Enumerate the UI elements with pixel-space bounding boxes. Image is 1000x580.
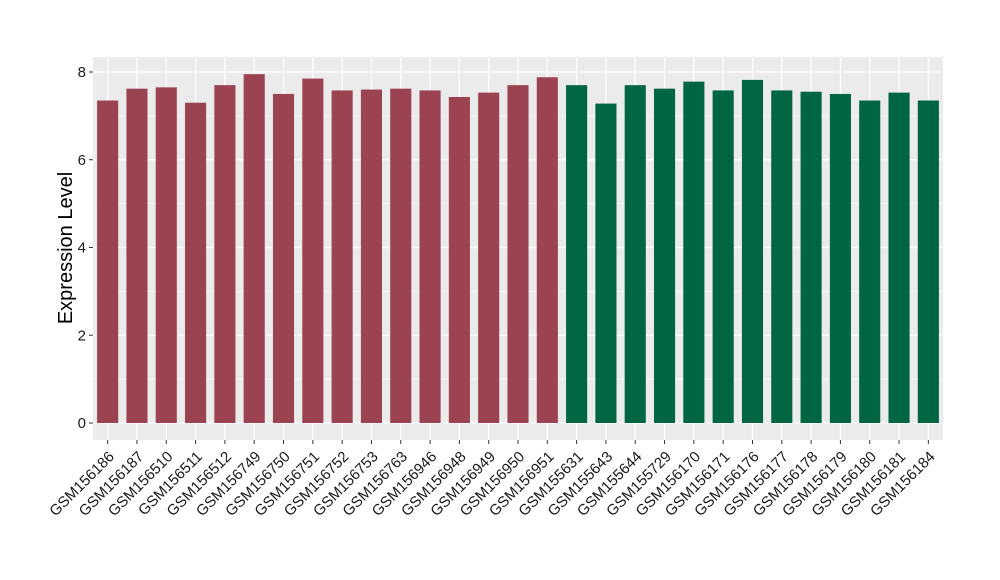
bar-GSM156181 (888, 92, 910, 423)
bar-GSM156510 (155, 87, 177, 423)
bar-GSM155643 (595, 103, 617, 423)
bar-GSM156187 (126, 88, 148, 424)
bar-GSM155644 (624, 85, 646, 423)
bar-GSM156950 (507, 85, 529, 423)
y-tick-label: 0 (78, 415, 86, 432)
bar-GSM156951 (536, 77, 558, 423)
bar-GSM155729 (654, 88, 676, 424)
bar-GSM156179 (829, 93, 851, 423)
x-axis: GSM156186GSM156187GSM156510GSM156511GSM1… (46, 440, 939, 520)
bar-GSM156180 (859, 100, 881, 424)
bar-GSM156512 (214, 85, 236, 423)
bar-GSM156186 (97, 100, 119, 424)
bar-GSM156749 (243, 74, 265, 423)
bar-GSM156184 (917, 100, 939, 424)
y-axis-title: Expression Level (55, 172, 77, 324)
bar-GSM156948 (448, 97, 470, 423)
bar-GSM156176 (741, 79, 764, 424)
y-tick-label: 4 (78, 240, 86, 257)
bar-GSM156751 (302, 78, 324, 424)
bar-GSM156177 (771, 90, 793, 424)
y-tick-label: 2 (78, 327, 86, 344)
y-axis: 0 2 4 6 8 (78, 64, 93, 432)
bar-GSM156170 (683, 81, 705, 423)
bar-GSM156750 (272, 93, 295, 423)
bar-GSM156752 (331, 90, 353, 424)
bar-GSM156178 (800, 91, 822, 424)
bar-GSM156171 (712, 90, 734, 424)
bar-GSM156946 (419, 90, 441, 424)
y-tick-label: 6 (78, 152, 86, 169)
y-tick-label: 8 (78, 64, 86, 81)
bar-GSM156753 (360, 89, 382, 424)
bar-GSM156949 (478, 92, 500, 423)
bar-GSM155631 (566, 85, 588, 423)
bars (97, 74, 939, 424)
bar-GSM156511 (185, 102, 207, 424)
bar-GSM156763 (390, 88, 412, 424)
